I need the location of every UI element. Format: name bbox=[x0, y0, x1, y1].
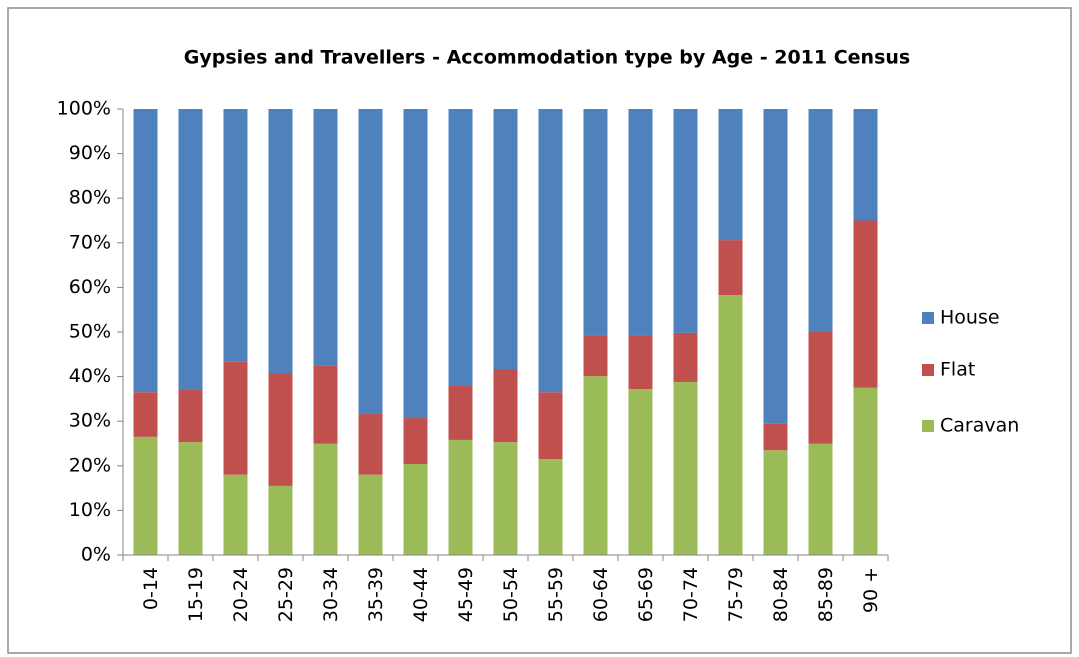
x-tick-label: 60-64 bbox=[590, 567, 612, 622]
x-tick-label: 40-44 bbox=[410, 567, 432, 622]
x-tick-label: 35-39 bbox=[365, 567, 387, 622]
bar-segment bbox=[358, 109, 383, 415]
bar-segment bbox=[628, 335, 653, 390]
y-tick-label: 50% bbox=[69, 321, 111, 343]
y-tick-label: 80% bbox=[69, 187, 111, 209]
bar-segment bbox=[493, 442, 518, 555]
y-tick-label: 40% bbox=[69, 365, 111, 387]
bar-segment bbox=[448, 385, 473, 440]
x-tick-label: 50-54 bbox=[500, 567, 522, 622]
bar-segment bbox=[268, 373, 293, 486]
x-tick-label: 0-14 bbox=[140, 567, 162, 610]
x-tick-label: 80-84 bbox=[770, 567, 792, 622]
bar-segment bbox=[538, 392, 563, 460]
chart-title: Gypsies and Travellers - Accommodation t… bbox=[184, 47, 910, 69]
bar-segment bbox=[763, 450, 788, 555]
bar-segment bbox=[493, 369, 518, 443]
x-tick-label: 85-89 bbox=[815, 567, 837, 622]
bar-segment bbox=[853, 387, 878, 555]
y-tick-label: 30% bbox=[69, 410, 111, 432]
bar-segment bbox=[583, 335, 608, 377]
bar-segment bbox=[403, 418, 428, 465]
y-tick-label: 10% bbox=[69, 499, 111, 521]
y-tick-label: 0% bbox=[81, 544, 111, 566]
bar-segment bbox=[808, 332, 833, 444]
bar-segment bbox=[448, 109, 473, 386]
x-tick-label: 90 + bbox=[860, 567, 882, 613]
bar-segment bbox=[718, 109, 743, 241]
legend-swatch bbox=[922, 364, 934, 376]
bar-segment bbox=[538, 109, 563, 393]
x-tick-label: 70-74 bbox=[680, 567, 702, 622]
bar-segment bbox=[583, 109, 608, 336]
bar-segment bbox=[853, 109, 878, 221]
y-tick-label: 90% bbox=[69, 142, 111, 164]
bar-segment bbox=[133, 436, 158, 555]
x-tick-label: 55-59 bbox=[545, 567, 567, 622]
bar-segment bbox=[493, 109, 518, 370]
bar-segment bbox=[448, 439, 473, 555]
bar-segment bbox=[853, 220, 878, 388]
bar-segment bbox=[313, 443, 338, 555]
legend-label: Caravan bbox=[940, 415, 1019, 437]
bar-segment bbox=[673, 109, 698, 333]
legend-swatch bbox=[922, 312, 934, 324]
bar-segment bbox=[223, 109, 248, 362]
x-tick-label: 20-24 bbox=[230, 567, 252, 622]
bar-segment bbox=[718, 294, 743, 555]
bar-segment bbox=[178, 442, 203, 555]
bar-segment bbox=[178, 389, 203, 443]
bar-segment bbox=[763, 109, 788, 424]
bar-segment bbox=[808, 109, 833, 332]
bar-segment bbox=[223, 474, 248, 555]
bar-segment bbox=[403, 464, 428, 555]
y-tick-label: 70% bbox=[69, 231, 111, 253]
x-tick-label: 25-29 bbox=[275, 567, 297, 622]
bar-segment bbox=[673, 332, 698, 382]
x-tick-label: 45-49 bbox=[455, 567, 477, 622]
bar-segment bbox=[628, 109, 653, 336]
bar-segment bbox=[268, 109, 293, 374]
x-tick-label: 15-19 bbox=[185, 567, 207, 622]
bar-segment bbox=[538, 459, 563, 555]
bar-segment bbox=[133, 109, 158, 393]
bar-segment bbox=[403, 109, 428, 419]
bar-segment bbox=[628, 389, 653, 555]
bar-segment bbox=[133, 392, 158, 437]
bar-segment bbox=[673, 381, 698, 555]
y-tick-label: 100% bbox=[57, 98, 111, 120]
bar-segment bbox=[178, 109, 203, 390]
y-tick-label: 20% bbox=[69, 454, 111, 476]
bar-segment bbox=[808, 443, 833, 555]
x-tick-label: 65-69 bbox=[635, 567, 657, 622]
legend-label: Flat bbox=[940, 359, 975, 381]
bar-segment bbox=[583, 376, 608, 555]
bar-segment bbox=[223, 361, 248, 475]
bar-segment bbox=[718, 240, 743, 295]
bar-segment bbox=[268, 485, 293, 555]
bar-segment bbox=[313, 109, 338, 366]
bar-segment bbox=[763, 423, 788, 451]
y-tick-label: 60% bbox=[69, 276, 111, 298]
legend-swatch bbox=[922, 420, 934, 432]
x-tick-label: 30-34 bbox=[320, 567, 342, 622]
legend-label: House bbox=[940, 307, 1000, 329]
bar-segment bbox=[313, 365, 338, 444]
bar-segment bbox=[358, 474, 383, 555]
x-tick-label: 75-79 bbox=[725, 567, 747, 622]
bar-segment bbox=[358, 414, 383, 475]
